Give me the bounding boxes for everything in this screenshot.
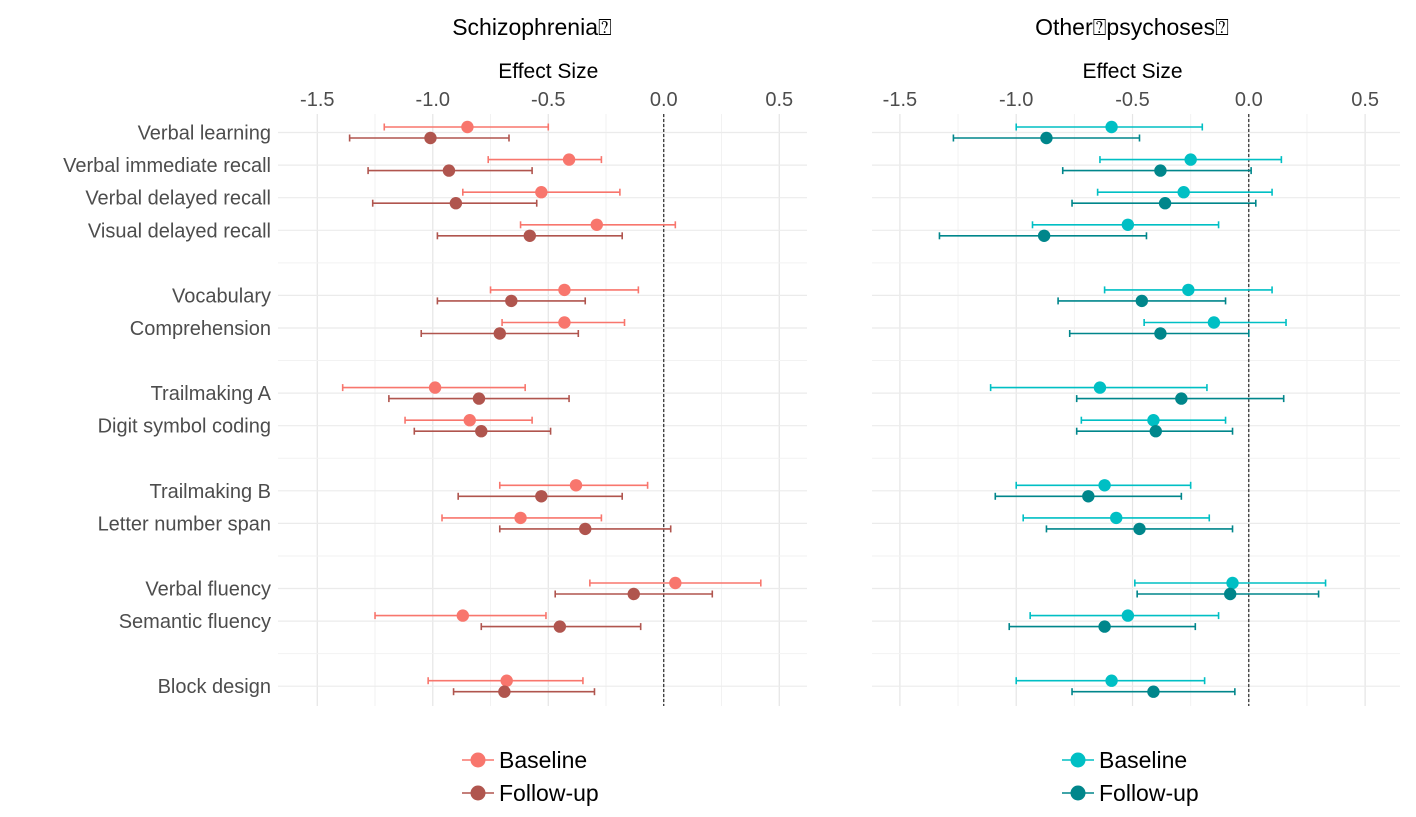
data-point bbox=[505, 294, 518, 308]
data-point bbox=[1154, 327, 1167, 340]
category-label: Vocabulary bbox=[172, 285, 271, 307]
data-point bbox=[1110, 511, 1123, 525]
data-point bbox=[535, 490, 548, 503]
data-point bbox=[1121, 609, 1135, 622]
panel-title: Other⍰psychoses⍰ bbox=[1035, 14, 1229, 40]
legend-key-point bbox=[1070, 752, 1086, 768]
data-point bbox=[424, 131, 437, 145]
series-baseline bbox=[989, 120, 1327, 687]
x-tick-label: -0.5 bbox=[531, 89, 565, 111]
data-point bbox=[627, 587, 640, 601]
legend-label: Baseline bbox=[1099, 747, 1187, 773]
data-point bbox=[1154, 164, 1167, 177]
data-point bbox=[535, 186, 548, 199]
category-label: Trailmaking B bbox=[149, 481, 271, 503]
data-point bbox=[669, 576, 682, 590]
x-axis-title: Effect Size bbox=[1083, 60, 1183, 83]
data-point bbox=[428, 381, 442, 394]
data-point bbox=[449, 197, 463, 210]
x-tick-label: -1.5 bbox=[300, 89, 334, 111]
data-point bbox=[472, 392, 486, 405]
series-baseline bbox=[341, 120, 762, 687]
category-label: Digit symbol coding bbox=[98, 416, 271, 438]
data-point bbox=[1121, 218, 1135, 231]
data-point bbox=[1226, 576, 1239, 590]
data-point bbox=[493, 327, 506, 340]
category-label: Semantic fluency bbox=[119, 611, 271, 633]
data-point bbox=[553, 620, 567, 633]
data-point bbox=[1040, 131, 1053, 145]
data-point bbox=[442, 164, 456, 177]
data-point bbox=[1184, 153, 1197, 166]
data-point bbox=[579, 522, 592, 536]
data-point bbox=[562, 153, 576, 166]
data-point bbox=[1158, 197, 1172, 210]
x-tick-label: 0.0 bbox=[1235, 89, 1263, 111]
x-axis-title: Effect Size bbox=[498, 60, 598, 83]
data-point bbox=[456, 609, 470, 622]
data-point bbox=[1093, 381, 1107, 394]
data-point bbox=[1207, 316, 1221, 329]
legend-item-baseline: Baseline bbox=[1062, 747, 1187, 773]
data-point bbox=[1082, 490, 1095, 503]
data-point bbox=[1147, 414, 1160, 427]
series-follow-up bbox=[938, 131, 1320, 698]
category-label: Verbal delayed recall bbox=[85, 188, 271, 210]
data-point bbox=[463, 414, 476, 427]
data-point bbox=[498, 685, 511, 698]
data-point bbox=[1147, 685, 1160, 698]
legend-key-point bbox=[1070, 785, 1086, 801]
data-point bbox=[1182, 283, 1195, 297]
series-follow-up bbox=[348, 131, 714, 698]
x-tick-label: -1.5 bbox=[883, 89, 917, 111]
x-tick-label: 0.5 bbox=[765, 89, 793, 111]
data-point bbox=[558, 283, 571, 297]
data-point bbox=[1133, 522, 1146, 536]
category-label: Comprehension bbox=[130, 318, 271, 340]
x-tick-label: -1.0 bbox=[416, 89, 450, 111]
legend-label: Follow-up bbox=[499, 780, 599, 806]
data-point bbox=[1098, 479, 1111, 492]
category-label: Verbal learning bbox=[138, 123, 271, 145]
category-label: Block design bbox=[158, 676, 271, 698]
legend-label: Follow-up bbox=[1099, 780, 1199, 806]
category-label: Verbal immediate recall bbox=[63, 155, 271, 177]
category-label: Visual delayed recall bbox=[88, 220, 271, 242]
x-tick-label: 0.0 bbox=[650, 89, 678, 111]
legend-label: Baseline bbox=[499, 747, 587, 773]
data-point bbox=[590, 218, 603, 231]
data-point bbox=[514, 511, 527, 525]
x-tick-label: -0.5 bbox=[1115, 89, 1149, 111]
data-point bbox=[500, 674, 513, 687]
category-label: Verbal fluency bbox=[145, 579, 271, 601]
data-point bbox=[475, 425, 488, 438]
data-point bbox=[1105, 120, 1118, 134]
data-point bbox=[558, 316, 571, 329]
data-point bbox=[1175, 392, 1188, 405]
panel-title: Schizophrenia⍰ bbox=[452, 14, 612, 40]
panel-1: Other⍰psychoses⍰ Effect Size -1.5 -1.0 -0.5 0… bbox=[872, 14, 1400, 806]
legend-key-point bbox=[470, 752, 486, 768]
legend-item-follow-up: Follow-up bbox=[1062, 780, 1199, 806]
data-point bbox=[1105, 674, 1118, 687]
legend-item-baseline: Baseline bbox=[462, 747, 587, 773]
x-tick-label: -1.0 bbox=[999, 89, 1033, 111]
data-point bbox=[1037, 229, 1051, 242]
data-point bbox=[569, 479, 583, 492]
data-point bbox=[461, 120, 474, 134]
data-point bbox=[1149, 425, 1162, 438]
panel-0: Schizophrenia⍰ Effect Size -1.5 -1.0 -0.5 0.0… bbox=[63, 14, 807, 806]
data-point bbox=[1224, 587, 1237, 601]
category-label: Trailmaking A bbox=[151, 383, 272, 405]
legend-key-point bbox=[470, 785, 486, 801]
data-point bbox=[1177, 186, 1190, 199]
data-point bbox=[1135, 294, 1149, 308]
category-label: Letter number span bbox=[98, 513, 271, 535]
data-point bbox=[1098, 620, 1111, 633]
legend-item-follow-up: Follow-up bbox=[462, 780, 599, 806]
x-tick-label: 0.5 bbox=[1351, 89, 1379, 111]
data-point bbox=[523, 229, 536, 242]
